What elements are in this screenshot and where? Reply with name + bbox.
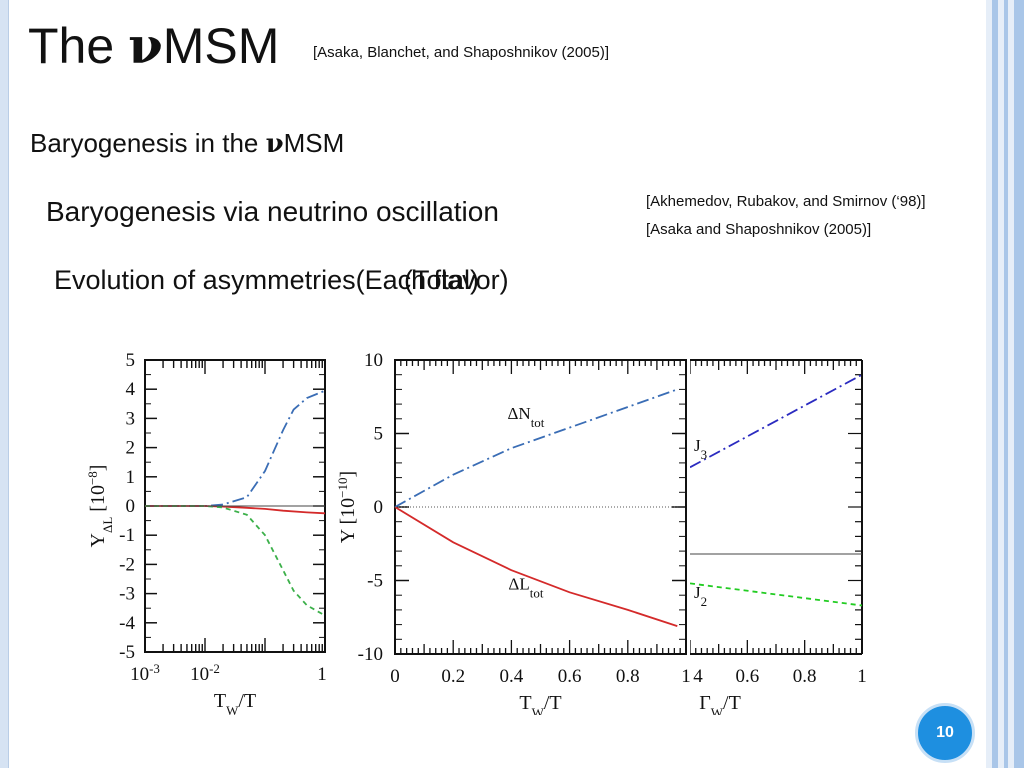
x-axis-label: TW/T xyxy=(214,690,256,715)
x-tick-label: 0.8 xyxy=(793,666,817,687)
plot-3-content: 4 0.6 0.8 1 ΓW/T J3 J2 xyxy=(690,359,867,715)
flavor-asymmetry-plot: 5 4 3 2 1 0 -1 -2 -3 -4 -510-3 10-2 1 TW/T YΔL [10−8] xyxy=(85,350,327,715)
border-stripe xyxy=(1014,0,1024,768)
slide-left-border xyxy=(0,0,9,768)
y-tick-label: -1 xyxy=(119,525,135,546)
y-tick-label: 10 xyxy=(364,350,383,371)
reference-akhmedov: [Akhemedov, Rubakov, and Smirnov (‘98)] xyxy=(646,193,926,210)
series-green-dashed xyxy=(145,505,326,617)
x-tick-label: 1 xyxy=(317,664,327,685)
y-tick-label: 2 xyxy=(126,438,136,459)
series-delta-l-tot xyxy=(394,506,678,627)
x-tick-label: 0.4 xyxy=(500,666,524,687)
x-tick-label: 10-2 xyxy=(190,661,220,686)
x-axis-label: TW/T xyxy=(519,692,561,715)
border-stripe xyxy=(1004,0,1008,768)
x-tick-label: 10-3 xyxy=(130,661,160,686)
x-tick-label: 1 xyxy=(857,666,867,687)
title-text: MSM xyxy=(162,18,280,74)
x-tick-label: 0 xyxy=(390,666,400,687)
cropped-asymmetry-plot: 4 0.6 0.8 1 ΓW/T J3 J2 xyxy=(690,359,867,715)
series-green-dashed xyxy=(690,582,863,607)
annotation-j2: J2 xyxy=(694,583,707,609)
x-tick-label: 0.2 xyxy=(441,666,465,687)
y-tick-label: 3 xyxy=(126,408,136,429)
reference-asaka: [Asaka and Shaposhnikov (2005)] xyxy=(646,221,872,238)
plot-2-content: 10 5 0 -5 -10 0 0.2 0.4 0.6 0.8 1 TW/T Y [10−10] ΔNto… xyxy=(335,350,691,715)
annotation-delta-n-tot: ΔNtot xyxy=(507,404,544,430)
total-asymmetry-plot: 10 5 0 -5 -10 0 0.2 0.4 0.6 0.8 1 TW/T Y [10−10] ΔNto… xyxy=(335,350,691,715)
y-tick-label: 1 xyxy=(126,467,136,488)
x-tick-label: 0.6 xyxy=(558,666,582,687)
series-red-solid xyxy=(145,505,326,515)
nu-symbol: ν xyxy=(265,129,284,159)
section-heading: Baryogenesis via neutrino oscillation xyxy=(46,196,499,227)
plot-frame xyxy=(394,359,687,655)
y-tick-label: -10 xyxy=(358,644,383,665)
series-blue-dashdot xyxy=(145,389,326,507)
subtitle-text: Baryogenesis in the xyxy=(30,128,266,158)
annotation-j3: J3 xyxy=(694,436,707,462)
y-tick-label: -4 xyxy=(119,613,135,634)
x-tick-label: 4 xyxy=(693,666,703,687)
x-axis-label: ΓW/T xyxy=(699,692,741,715)
evolution-heading-overlay: (Total) xyxy=(404,265,480,295)
title-text: The xyxy=(28,18,129,74)
x-tick-label: 1 xyxy=(681,666,690,687)
x-tick-label: 0.8 xyxy=(616,666,640,687)
y-tick-label: 0 xyxy=(126,496,136,517)
y-tick-label: -5 xyxy=(367,571,383,592)
subtitle: Baryogenesis in the νMSM xyxy=(30,128,344,159)
slide-title: The νMSM xyxy=(28,16,280,75)
x-tick-label: 0.6 xyxy=(735,666,759,687)
page-number-badge: 10 xyxy=(915,703,975,763)
evolution-heading: Evolution of asymmetries(Each flavor) xyxy=(54,265,509,295)
y-tick-label: -3 xyxy=(119,584,135,605)
y-tick-label: 5 xyxy=(126,350,136,371)
nu-symbol: ν xyxy=(128,16,163,75)
border-stripe xyxy=(992,0,998,768)
y-tick-label: 0 xyxy=(374,497,384,518)
series-navy-dashdot xyxy=(690,373,863,469)
title-reference: [Asaka, Blanchet, and Shaposhnikov (2005… xyxy=(313,44,610,61)
y-axis-label: Y [10−10] xyxy=(335,471,360,543)
y-tick-label: -2 xyxy=(119,554,135,575)
annotation-delta-l-tot: ΔLtot xyxy=(508,574,543,600)
y-axis-label: YΔL [10−8] xyxy=(85,465,115,548)
y-tick-label: 4 xyxy=(126,379,136,400)
y-tick-label: -5 xyxy=(119,642,135,663)
plot-1-content: 5 4 3 2 1 0 -1 -2 -3 -4 -510-3 10-2 1 TW/T YΔL [10−8] xyxy=(85,350,327,715)
y-tick-label: 5 xyxy=(374,424,384,445)
subtitle-text: MSM xyxy=(283,128,345,158)
series-delta-n-tot xyxy=(394,388,678,508)
slide-right-border xyxy=(986,0,1024,768)
